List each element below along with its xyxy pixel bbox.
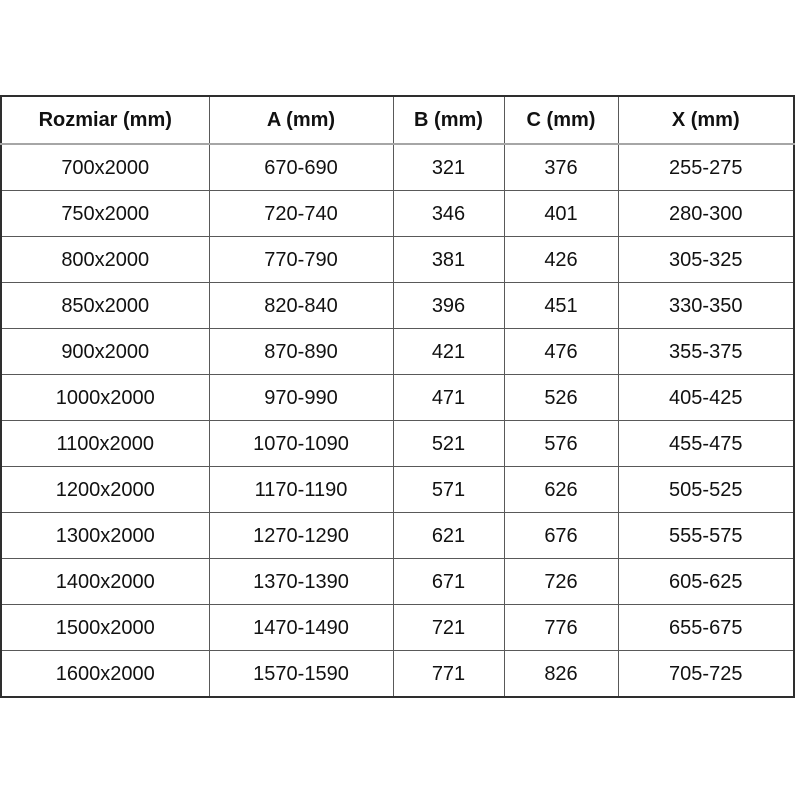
table-cell: 280-300 (617, 190, 795, 237)
table-cell: 421 (392, 328, 505, 375)
table-cell: 826 (503, 650, 619, 698)
table-cell: 455-475 (617, 420, 795, 467)
table-cell: 476 (503, 328, 619, 375)
table-cell: 1170-1190 (208, 466, 394, 513)
table-cell: 526 (503, 374, 619, 421)
table-cell: 726 (503, 558, 619, 605)
table-cell: 1000x2000 (0, 374, 210, 421)
table-row: 1100x2000 1070-1090 521 576 455-475 (0, 420, 795, 467)
table-cell: 376 (503, 143, 619, 191)
table-cell: 521 (392, 420, 505, 467)
table-row: 1500x2000 1470-1490 721 776 655-675 (0, 604, 795, 651)
table-row: 1400x2000 1370-1390 671 726 605-625 (0, 558, 795, 605)
table-row: 1300x2000 1270-1290 621 676 555-575 (0, 512, 795, 559)
table-row: 900x2000 870-890 421 476 355-375 (0, 328, 795, 375)
table-cell: 1300x2000 (0, 512, 210, 559)
table-cell: 621 (392, 512, 505, 559)
table-cell: 1570-1590 (208, 650, 394, 698)
table-cell: 626 (503, 466, 619, 513)
table-cell: 720-740 (208, 190, 394, 237)
table-cell: 705-725 (617, 650, 795, 698)
table-cell: 451 (503, 282, 619, 329)
table-row: 1600x2000 1570-1590 771 826 705-725 (0, 650, 795, 698)
table-cell: 330-350 (617, 282, 795, 329)
table-cell: 405-425 (617, 374, 795, 421)
table-cell: 571 (392, 466, 505, 513)
dimensions-table: Rozmiar (mm) A (mm) B (mm) C (mm) X (mm)… (0, 95, 795, 698)
table-cell: 396 (392, 282, 505, 329)
table-cell: 1070-1090 (208, 420, 394, 467)
table-cell: 346 (392, 190, 505, 237)
table-cell: 255-275 (617, 143, 795, 191)
table-row: 850x2000 820-840 396 451 330-350 (0, 282, 795, 329)
table-cell: 1100x2000 (0, 420, 210, 467)
table-row: 800x2000 770-790 381 426 305-325 (0, 236, 795, 283)
table-cell: 471 (392, 374, 505, 421)
table-cell: 750x2000 (0, 190, 210, 237)
table-cell: 771 (392, 650, 505, 698)
column-header-x: X (mm) (617, 95, 795, 145)
table-cell: 1270-1290 (208, 512, 394, 559)
table-row: 700x2000 670-690 321 376 255-275 (0, 143, 795, 191)
header-row: Rozmiar (mm) A (mm) B (mm) C (mm) X (mm) (0, 95, 795, 145)
table-cell: 1600x2000 (0, 650, 210, 698)
table-cell: 850x2000 (0, 282, 210, 329)
table-cell: 555-575 (617, 512, 795, 559)
table-cell: 1370-1390 (208, 558, 394, 605)
table-cell: 321 (392, 143, 505, 191)
table-row: 1200x2000 1170-1190 571 626 505-525 (0, 466, 795, 513)
table-cell: 1470-1490 (208, 604, 394, 651)
table-cell: 721 (392, 604, 505, 651)
table-cell: 700x2000 (0, 143, 210, 191)
table-cell: 605-625 (617, 558, 795, 605)
table-cell: 676 (503, 512, 619, 559)
table-cell: 770-790 (208, 236, 394, 283)
table-cell: 401 (503, 190, 619, 237)
column-header-a: A (mm) (208, 95, 394, 145)
table-row: 750x2000 720-740 346 401 280-300 (0, 190, 795, 237)
table-row: 1000x2000 970-990 471 526 405-425 (0, 374, 795, 421)
table-cell: 671 (392, 558, 505, 605)
column-header-b: B (mm) (392, 95, 505, 145)
table-cell: 655-675 (617, 604, 795, 651)
table-cell: 800x2000 (0, 236, 210, 283)
table-cell: 1400x2000 (0, 558, 210, 605)
table-cell: 1500x2000 (0, 604, 210, 651)
table-cell: 505-525 (617, 466, 795, 513)
table-cell: 900x2000 (0, 328, 210, 375)
table-cell: 355-375 (617, 328, 795, 375)
column-header-rozmiar: Rozmiar (mm) (0, 95, 210, 145)
table-cell: 776 (503, 604, 619, 651)
table-cell: 870-890 (208, 328, 394, 375)
table-cell: 1200x2000 (0, 466, 210, 513)
table-cell: 970-990 (208, 374, 394, 421)
dimensions-table-container: Rozmiar (mm) A (mm) B (mm) C (mm) X (mm)… (0, 95, 795, 698)
table-cell: 670-690 (208, 143, 394, 191)
table-cell: 381 (392, 236, 505, 283)
table-cell: 576 (503, 420, 619, 467)
table-cell: 820-840 (208, 282, 394, 329)
column-header-c: C (mm) (503, 95, 619, 145)
table-cell: 305-325 (617, 236, 795, 283)
table-cell: 426 (503, 236, 619, 283)
